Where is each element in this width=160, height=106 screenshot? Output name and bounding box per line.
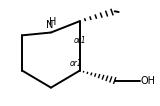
Text: OH: OH [141,76,156,86]
Text: or1: or1 [73,36,86,45]
Text: or1: or1 [70,59,83,68]
Text: H: H [49,17,56,27]
Text: N: N [46,20,53,30]
